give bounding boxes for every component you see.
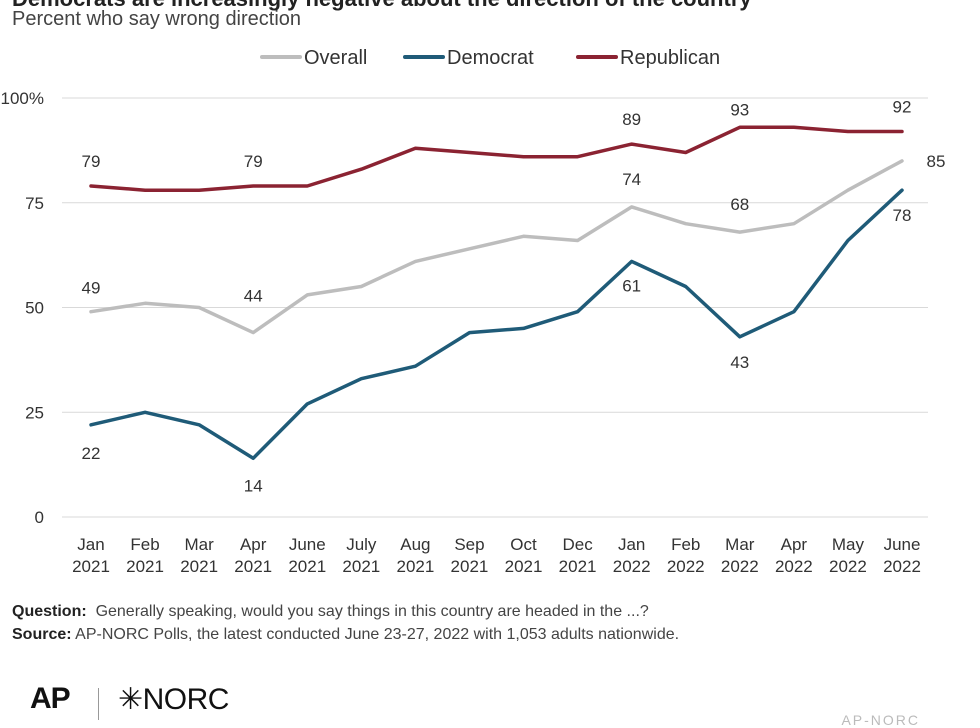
y-tick-label: 0: [35, 508, 44, 527]
legend-label: Overall: [304, 47, 367, 69]
x-tick-label: Apr: [781, 535, 808, 554]
y-tick-label: 25: [25, 403, 44, 422]
question-note: Question: Generally speaking, would you …: [12, 603, 649, 621]
legend-label: Democrat: [447, 47, 534, 69]
legend-label: Republican: [620, 47, 720, 69]
x-tick-label: Mar: [184, 535, 214, 554]
legend: Overall Democrat Republican: [260, 47, 720, 69]
x-tick-label: Mar: [725, 535, 755, 554]
credit-text: AP-NORC: [841, 712, 920, 728]
x-tick-label: Jan: [618, 535, 645, 554]
x-tick-label: May: [832, 535, 865, 554]
x-tick-label: Aug: [400, 535, 430, 554]
series-line-republican: [89, 125, 904, 192]
question-label: Question:: [12, 603, 87, 620]
data-label-democrat: 43: [730, 353, 749, 372]
x-tick-year: 2022: [883, 557, 921, 576]
x-tick-year: 2021: [234, 557, 272, 576]
y-axis-ticks: 0 25 50 75 100%: [1, 89, 44, 527]
data-labels: 49 44 74 68 85 22 14 61 43 78 79 79 89 93 92: [82, 98, 946, 496]
x-tick-year: 2021: [288, 557, 326, 576]
data-label-overall: 85: [927, 152, 946, 171]
source-note: Source: AP-NORC Polls, the latest conduc…: [12, 626, 679, 644]
x-tick-year: 2022: [613, 557, 651, 576]
x-tick-label: June: [884, 535, 921, 554]
data-label-overall: 44: [244, 287, 263, 306]
x-tick-label: Feb: [130, 535, 159, 554]
x-tick-year: 2021: [559, 557, 597, 576]
x-tick-label: Oct: [510, 535, 537, 554]
data-label-overall: 68: [730, 195, 749, 214]
data-label-republican: 93: [730, 100, 749, 119]
x-tick-year: 2022: [667, 557, 705, 576]
x-tick-year: 2021: [505, 557, 543, 576]
x-tick-label: Sep: [454, 535, 484, 554]
source-label: Source:: [12, 626, 72, 643]
x-tick-label: Feb: [671, 535, 700, 554]
data-label-democrat: 14: [244, 476, 263, 495]
chart-subtitle: Percent who say wrong direction: [12, 8, 302, 30]
x-tick-label: July: [346, 535, 377, 554]
x-axis-ticks: Jan 2021 Feb 2021 Mar 2021 Apr 2021 June 2021 July…: [72, 535, 921, 576]
x-tick-year: 2021: [396, 557, 434, 576]
data-label-democrat: 78: [893, 206, 912, 225]
x-tick-year: 2021: [342, 557, 380, 576]
y-tick-label: 100%: [1, 89, 44, 108]
norc-logo: ✳NORC: [118, 683, 229, 716]
logo-divider: [98, 688, 99, 720]
x-tick-year: 2021: [451, 557, 489, 576]
question-text: Generally speaking, would you say things…: [95, 603, 649, 620]
x-tick-label: Dec: [562, 535, 593, 554]
data-label-republican: 79: [244, 152, 263, 171]
x-tick-label: Apr: [240, 535, 267, 554]
data-label-republican: 92: [893, 98, 912, 117]
data-label-overall: 74: [622, 170, 641, 189]
ap-logo: AP: [30, 682, 71, 715]
data-label-democrat: 61: [622, 276, 641, 295]
x-tick-label: Jan: [77, 535, 104, 554]
data-label-democrat: 22: [82, 444, 101, 463]
x-tick-year: 2022: [721, 557, 759, 576]
series-line-democrat: [89, 188, 904, 461]
source-text: AP-NORC Polls, the latest conducted June…: [75, 626, 680, 643]
data-label-overall: 49: [82, 279, 101, 298]
x-tick-year: 2021: [72, 557, 110, 576]
y-tick-label: 75: [25, 194, 44, 213]
data-label-republican: 79: [82, 152, 101, 171]
chart-title: Democrats are increasingly negative abou…: [12, 0, 972, 12]
series-lines: [89, 125, 904, 461]
y-tick-label: 50: [25, 299, 44, 318]
data-label-republican: 89: [622, 110, 641, 129]
series-line-overall: [89, 159, 904, 335]
x-tick-year: 2022: [829, 557, 867, 576]
x-tick-year: 2021: [180, 557, 218, 576]
gridlines: [62, 97, 928, 518]
x-tick-year: 2022: [775, 557, 813, 576]
x-tick-year: 2021: [126, 557, 164, 576]
line-chart: Overall Democrat Republican 0 25 50 75 100% Ja…: [1, 47, 946, 576]
x-tick-label: June: [289, 535, 326, 554]
